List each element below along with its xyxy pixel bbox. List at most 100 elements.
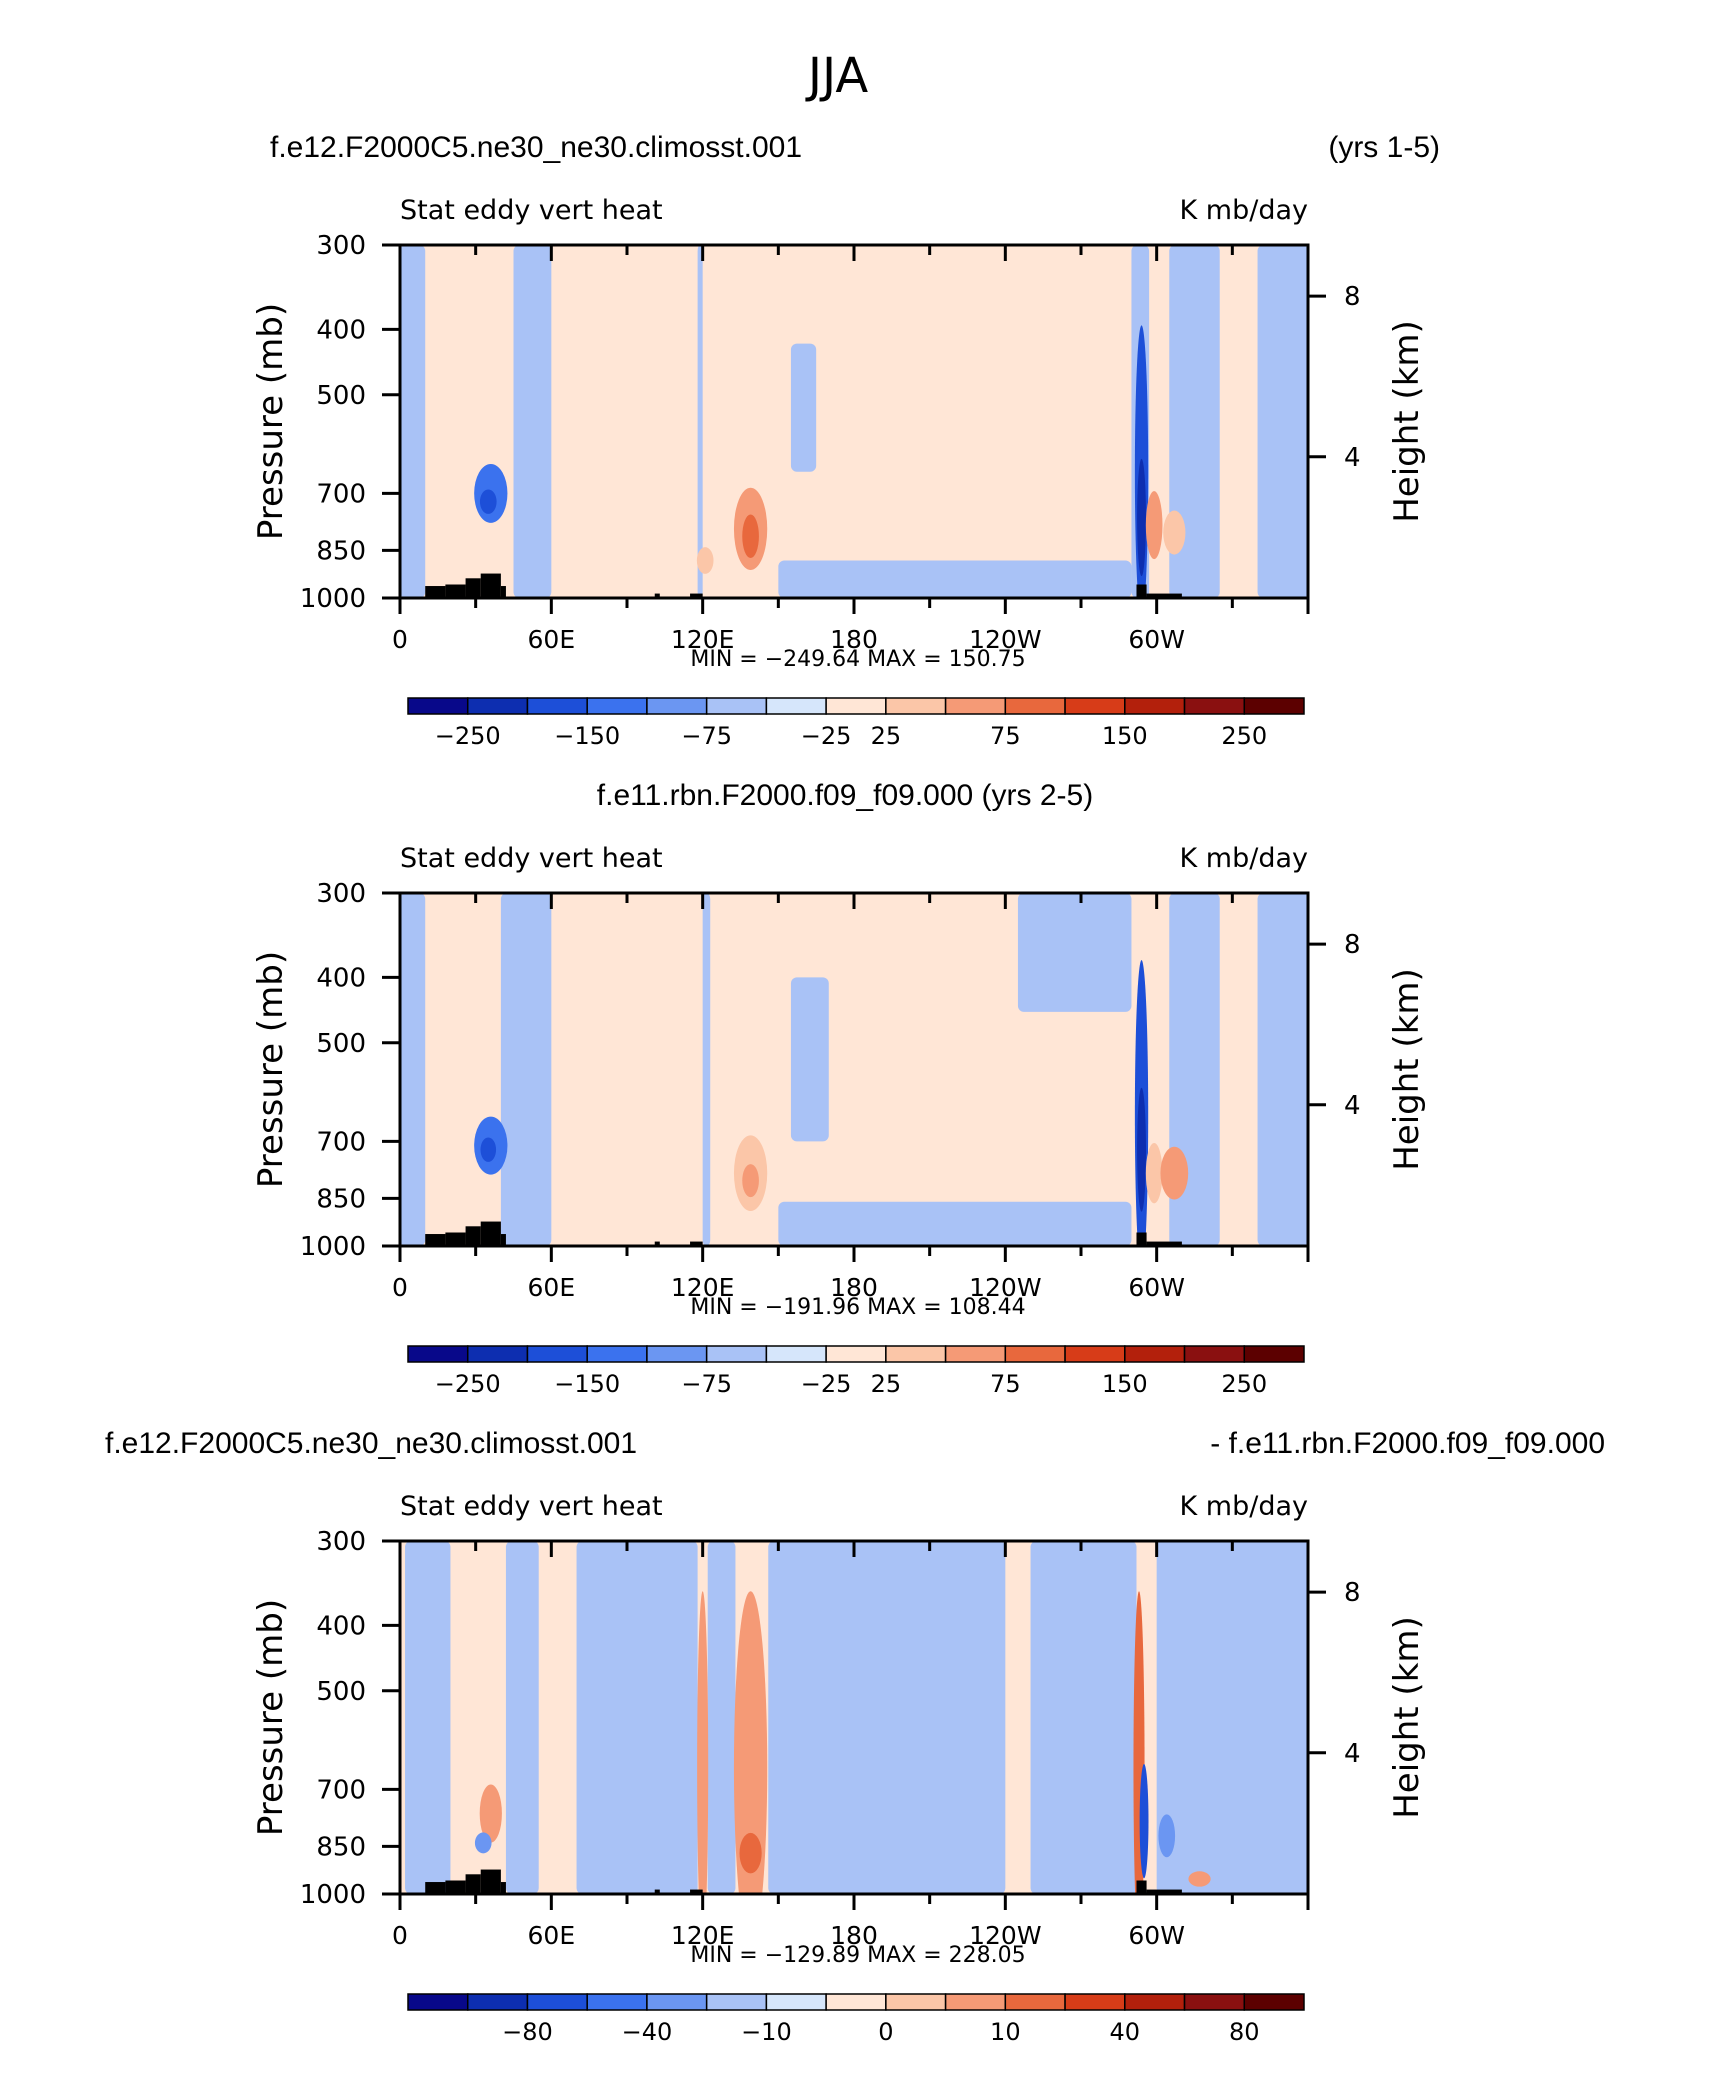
y-tick-label: 1000 <box>300 584 366 614</box>
colorbar-bin <box>466 1345 529 1363</box>
colorbar-bin <box>586 1993 648 2011</box>
y-tick-label: 400 <box>316 315 366 345</box>
y-right-tick-label: 4 <box>1344 1091 1361 1121</box>
colorbar-bin <box>526 1993 588 2011</box>
case-title-left: f.e12.F2000C5.ne30_ne30.climosst.001 <box>270 131 802 164</box>
y-tick-label: 700 <box>316 1775 366 1805</box>
contour-blob <box>479 1784 502 1843</box>
min-max-stats: MIN = −249.64 MAX = 150.75 <box>690 647 1025 672</box>
y-tick-label: 850 <box>316 1832 366 1862</box>
colorbar-bin <box>705 697 768 715</box>
colorbar-label: 40 <box>1110 2018 1141 2046</box>
contour-blob <box>1163 510 1186 555</box>
colorbar-bin <box>1124 697 1186 715</box>
colorbar-bin <box>1183 697 1246 715</box>
contour-blob <box>742 1164 759 1198</box>
colorbar-bin <box>705 1993 768 2011</box>
colorbar-bin <box>646 697 708 715</box>
colorbar-bin <box>944 1345 1007 1363</box>
case-title-right: (yrs 1-5) <box>1328 131 1440 164</box>
contour-region <box>778 1201 1132 1246</box>
contour-region <box>500 893 552 1246</box>
y-tick-label: 500 <box>316 381 366 411</box>
min-max-stats: MIN = −129.89 MAX = 228.05 <box>690 1943 1025 1968</box>
colorbar-bin <box>466 697 529 715</box>
land-mask <box>445 584 466 598</box>
case-title-right: - f.e11.rbn.F2000.f09_f09.000 <box>1210 1427 1605 1460</box>
colorbar-bin <box>765 1993 827 2011</box>
land-mask <box>465 1226 481 1246</box>
colorbar-bin <box>1183 1345 1246 1363</box>
contour-blob <box>739 1832 762 1874</box>
y-right-axis-label: Height (km) <box>1387 1616 1427 1819</box>
y-right-tick-label: 4 <box>1344 1739 1361 1769</box>
contour-region <box>400 893 426 1246</box>
x-tick-label: 120E <box>671 1921 735 1950</box>
x-tick-label: 180 <box>830 1921 878 1950</box>
y-right-axis-label: Height (km) <box>1387 968 1427 1171</box>
plot-area <box>400 245 1308 598</box>
y-tick-label: 850 <box>316 536 366 566</box>
contour-region <box>1257 893 1308 1246</box>
x-tick-label: 0 <box>392 1921 408 1950</box>
colorbar-bin <box>885 1993 947 2011</box>
contour-region <box>768 1541 1006 1894</box>
land-mask <box>480 1869 501 1894</box>
variable-label: Stat eddy vert heat <box>400 195 663 226</box>
y-tick-label: 850 <box>316 1184 366 1214</box>
colorbar-bin <box>407 1345 469 1363</box>
colorbar-label: 80 <box>1229 2018 1260 2046</box>
colorbar-bin <box>526 697 588 715</box>
colorbar-bin <box>1243 1345 1305 1363</box>
colorbar-bin <box>765 1345 827 1363</box>
land-mask <box>1136 1880 1147 1894</box>
min-max-stats: MIN = −191.96 MAX = 108.44 <box>690 1295 1025 1320</box>
contour-region <box>513 245 552 598</box>
variable-label: Stat eddy vert heat <box>400 1491 663 1522</box>
contour-region <box>1030 1541 1137 1894</box>
plot-area <box>400 1541 1308 1894</box>
x-tick-label: 60W <box>1128 1921 1185 1950</box>
contour-region <box>576 1541 698 1894</box>
y-tick-label: 1000 <box>300 1232 366 1262</box>
land-mask <box>465 578 481 598</box>
panel-1: f.e12.F2000C5.ne30_ne30.climosst.001 (yrs… <box>251 131 1440 750</box>
variable-label: Stat eddy vert heat <box>400 843 663 874</box>
colorbar-label: −25 <box>801 722 852 750</box>
x-tick-label: 60E <box>528 625 576 654</box>
colorbar-bin <box>526 1345 588 1363</box>
units-label: K mb/day <box>1180 843 1309 874</box>
contour-blob <box>1158 1814 1176 1858</box>
land-mask <box>1146 593 1182 598</box>
land-mask <box>654 1889 660 1894</box>
panel-2: f.e11.rbn.F2000.f09_f09.000 (yrs 2-5) Sta… <box>251 779 1427 1398</box>
land-mask <box>465 1874 481 1894</box>
contour-blob <box>479 489 497 514</box>
y-right-tick-label: 4 <box>1344 443 1361 473</box>
contour-blob <box>1160 1146 1189 1200</box>
colorbar-label: 150 <box>1102 722 1148 750</box>
contour-blob <box>1145 1142 1163 1204</box>
colorbar-bin <box>1243 1993 1305 2011</box>
colorbar-bin <box>407 1993 469 2011</box>
colorbar-bin <box>1064 697 1126 715</box>
contour-blob <box>1145 491 1163 560</box>
y-right-tick-label: 8 <box>1344 930 1361 960</box>
y-tick-label: 300 <box>316 1527 366 1557</box>
contour-region <box>1257 245 1308 598</box>
contour-region <box>790 343 817 472</box>
colorbar-label: −250 <box>435 1370 501 1398</box>
x-tick-label: 180 <box>830 625 878 654</box>
land-mask <box>480 573 501 598</box>
y-tick-label: 500 <box>316 1029 366 1059</box>
case-title-left: f.e12.F2000C5.ne30_ne30.climosst.001 <box>105 1427 637 1460</box>
colorbar-bin <box>1064 1993 1126 2011</box>
y-tick-label: 700 <box>316 1127 366 1157</box>
contour-region <box>702 893 711 1246</box>
land-mask <box>1146 1241 1182 1246</box>
land-mask <box>425 586 446 598</box>
contour-region <box>778 560 1132 598</box>
colorbar-bin <box>885 1345 947 1363</box>
contour-region <box>505 1541 539 1894</box>
colorbar-bin <box>586 1345 648 1363</box>
